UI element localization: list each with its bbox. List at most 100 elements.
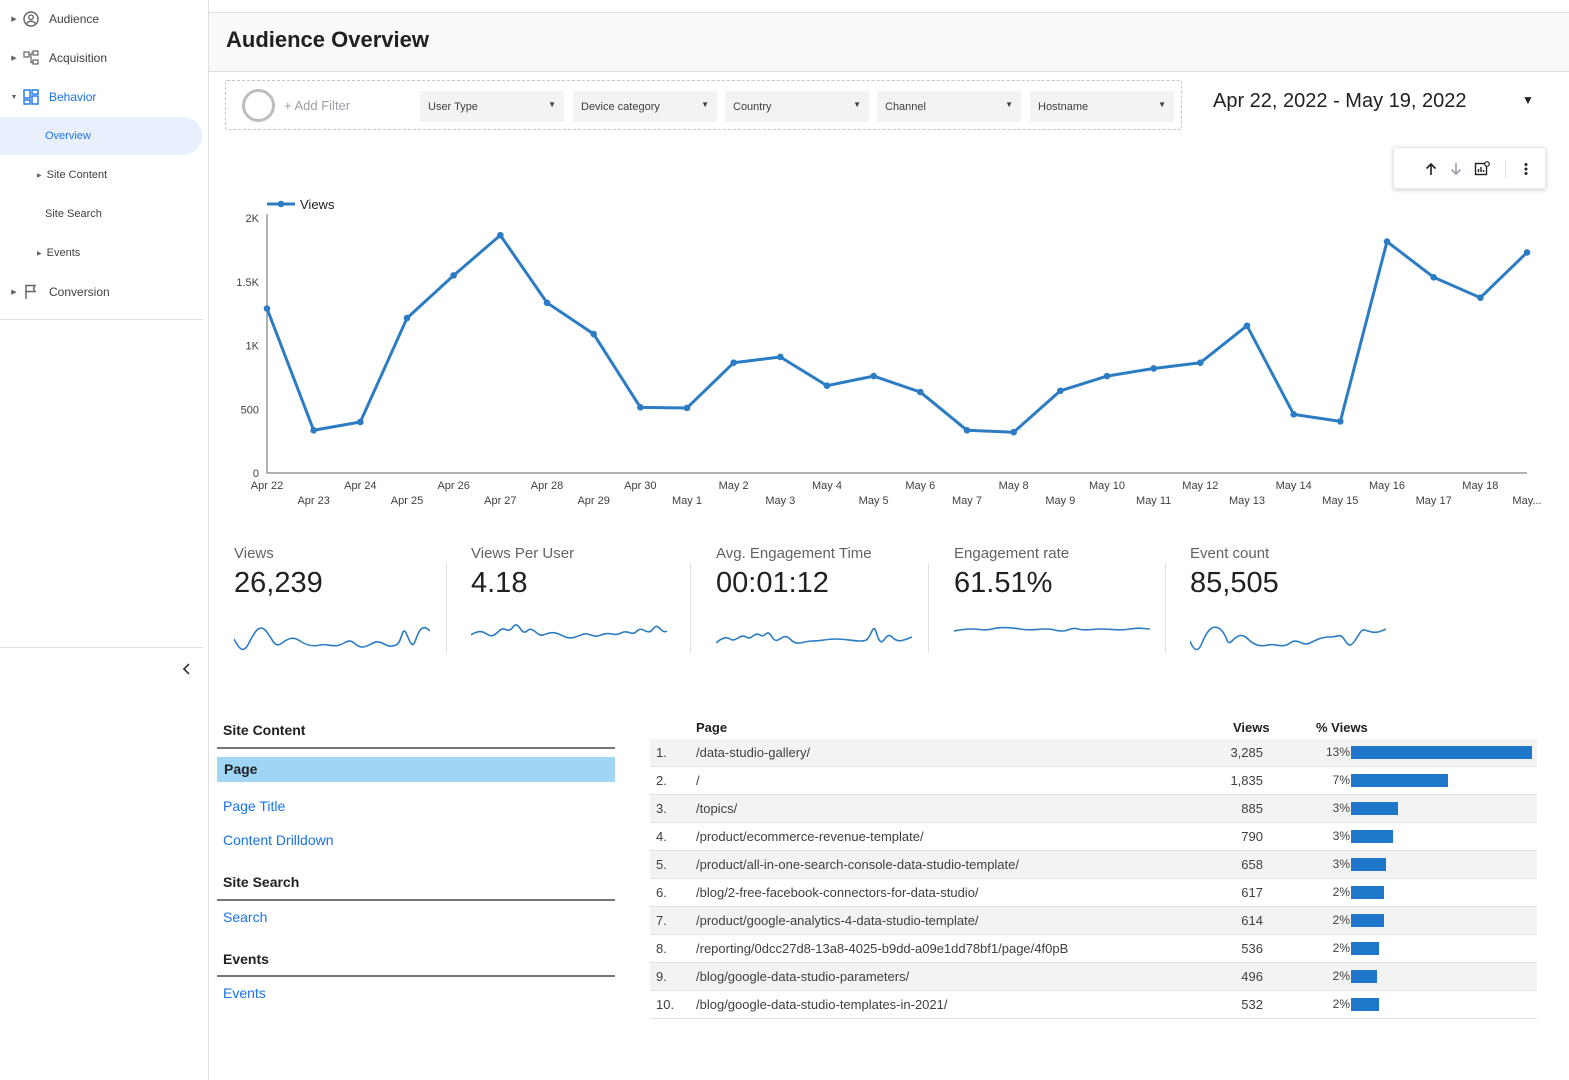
sidebar-item-label: Site Content xyxy=(46,169,108,181)
table-row[interactable]: 2. / 1,835 7% xyxy=(650,767,1537,795)
sidebar-item-site-content[interactable]: ▶ Site Content xyxy=(37,156,107,194)
divider xyxy=(0,647,203,648)
data-point xyxy=(1057,387,1064,395)
pct-bar xyxy=(1351,802,1398,815)
column-header-page[interactable]: Page xyxy=(696,720,728,735)
sidebar-item-behavior[interactable]: ▼ Behavior xyxy=(0,78,202,116)
filter-channel[interactable]: Channel ▼ xyxy=(877,91,1021,122)
nav-link-search[interactable]: Search xyxy=(223,909,268,925)
table-row[interactable]: 3. /topics/885 3% xyxy=(650,795,1537,823)
nav-link-page-title[interactable]: Page Title xyxy=(223,798,286,814)
filter-label: Hostname xyxy=(1038,100,1089,113)
sidebar-item-label: Behavior xyxy=(49,90,97,104)
divider xyxy=(0,319,203,320)
dashboard-icon xyxy=(21,87,41,107)
sidebar-item-overview[interactable]: Overview xyxy=(0,117,202,155)
sidebar-item-conversion[interactable]: ▶ Conversion xyxy=(0,273,202,311)
divider xyxy=(928,563,929,653)
x-tick-label: May 12 xyxy=(1182,480,1218,492)
caret-down-icon: ▼ xyxy=(10,93,18,101)
filter-country[interactable]: Country ▼ xyxy=(725,91,869,122)
data-point xyxy=(963,426,971,434)
add-filter-button[interactable]: + Add Filter xyxy=(284,98,351,113)
page-path: /reporting/0dcc27d8-13a8-4025-b9dd-a09e1… xyxy=(696,941,1069,956)
filter-label: User Type xyxy=(428,100,478,113)
filter-avatar-icon xyxy=(242,89,275,122)
row-views: 617 xyxy=(1241,885,1263,900)
data-point xyxy=(1197,359,1204,367)
nav-link-events[interactable]: Events xyxy=(223,985,266,1001)
data-point xyxy=(543,299,551,307)
caret-down-icon[interactable]: ▼ xyxy=(1522,93,1534,107)
row-number: 2. xyxy=(656,773,667,788)
legend-swatch-point xyxy=(277,200,285,208)
row-pct-views: 3% xyxy=(1332,857,1350,871)
sidebar-item-label: Site Search xyxy=(45,208,102,220)
caret-right-icon: ▶ xyxy=(37,172,42,179)
table-row[interactable]: 9. /blog/google-data-studio-parameters/49… xyxy=(650,963,1537,991)
nav-link-page[interactable]: Page xyxy=(217,757,615,782)
explore-chart-icon[interactable] xyxy=(1472,158,1492,180)
caret-right-icon: ▶ xyxy=(11,289,17,296)
pct-bar xyxy=(1351,914,1384,927)
column-header-pct-views[interactable]: % Views xyxy=(1316,720,1368,735)
sidebar-item-audience[interactable]: ▶ Audience xyxy=(0,0,202,38)
pct-bar xyxy=(1351,970,1377,983)
sort-descending-icon[interactable] xyxy=(1446,158,1466,180)
row-number: 5. xyxy=(656,857,667,872)
table-row[interactable]: 10. /blog/google-data-studio-templates-in… xyxy=(650,991,1537,1019)
x-tick-label: May 9 xyxy=(1045,495,1075,507)
row-number: 7. xyxy=(656,913,667,928)
row-views: 790 xyxy=(1241,829,1263,844)
kpi-views: Views 26,239 xyxy=(234,545,464,660)
page-path: /product/ecommerce-revenue-template/ xyxy=(696,829,924,844)
caret-right-icon: ▶ xyxy=(37,250,42,257)
date-range-selector[interactable]: Apr 22, 2022 - May 19, 2022 xyxy=(1213,90,1467,112)
table-row[interactable]: 4. /product/ecommerce-revenue-template/79… xyxy=(650,823,1537,851)
column-header-views[interactable]: Views xyxy=(1233,720,1270,735)
x-tick-label: Apr 23 xyxy=(297,495,329,507)
sidebar-item-label: Overview xyxy=(45,130,91,142)
sidebar-item-events[interactable]: ▶ Events xyxy=(37,234,80,272)
row-pct-views: 2% xyxy=(1332,997,1350,1011)
data-point xyxy=(637,404,644,411)
page-header: Audience Overview xyxy=(209,13,1569,72)
row-pct-views: 3% xyxy=(1332,829,1350,843)
data-point xyxy=(1243,322,1251,330)
sidebar-item-acquisition[interactable]: ▶ Acquisition xyxy=(0,39,202,77)
collapse-sidebar-icon[interactable] xyxy=(178,658,196,680)
x-tick-label: Apr 22 xyxy=(251,480,283,492)
row-views: 658 xyxy=(1241,857,1263,872)
filter-user-type[interactable]: User Type ▼ xyxy=(420,91,564,122)
row-views: 3,285 xyxy=(1230,745,1263,760)
y-tick-label: 500 xyxy=(241,404,259,416)
table-row[interactable]: 8. /reporting/0dcc27d8-13a8-4025-b9dd-a09… xyxy=(650,935,1537,963)
table-row[interactable]: 5. /product/all-in-one-search-console-dat… xyxy=(650,851,1537,879)
nav-link-content-drilldown[interactable]: Content Drilldown xyxy=(223,832,334,848)
table-row[interactable]: 7. /product/google-analytics-4-data-studi… xyxy=(650,907,1537,935)
x-tick-label: May 7 xyxy=(952,495,982,507)
table-row[interactable]: 1. /data-studio-gallery/3,285 13% xyxy=(650,739,1537,767)
x-tick-label: Apr 29 xyxy=(577,495,609,507)
data-point xyxy=(497,231,504,239)
filter-device-category[interactable]: Device category ▼ xyxy=(573,91,717,122)
data-point xyxy=(450,272,457,279)
x-tick-label: May 8 xyxy=(999,480,1029,492)
data-point xyxy=(1337,418,1344,425)
kpi-value: 4.18 xyxy=(471,567,528,599)
filter-hostname[interactable]: Hostname ▼ xyxy=(1030,91,1174,122)
more-vert-icon[interactable] xyxy=(1516,158,1536,180)
divider xyxy=(690,563,691,653)
series-line-views xyxy=(265,233,1529,434)
data-point xyxy=(1103,372,1111,380)
table-row[interactable]: 6. /blog/2-free-facebook-connectors-for-d… xyxy=(650,879,1537,907)
pct-bar xyxy=(1351,886,1384,899)
sidebar-item-label: Acquisition xyxy=(49,51,108,65)
section-heading: Site Content xyxy=(223,722,306,738)
page-path: /product/all-in-one-search-console-data-… xyxy=(696,857,1019,872)
page-title: Audience Overview xyxy=(226,27,429,52)
sidebar-item-site-search[interactable]: Site Search xyxy=(45,195,102,233)
pct-bar xyxy=(1351,746,1532,759)
x-tick-label: May 5 xyxy=(859,495,889,507)
sort-ascending-icon[interactable] xyxy=(1421,158,1441,180)
